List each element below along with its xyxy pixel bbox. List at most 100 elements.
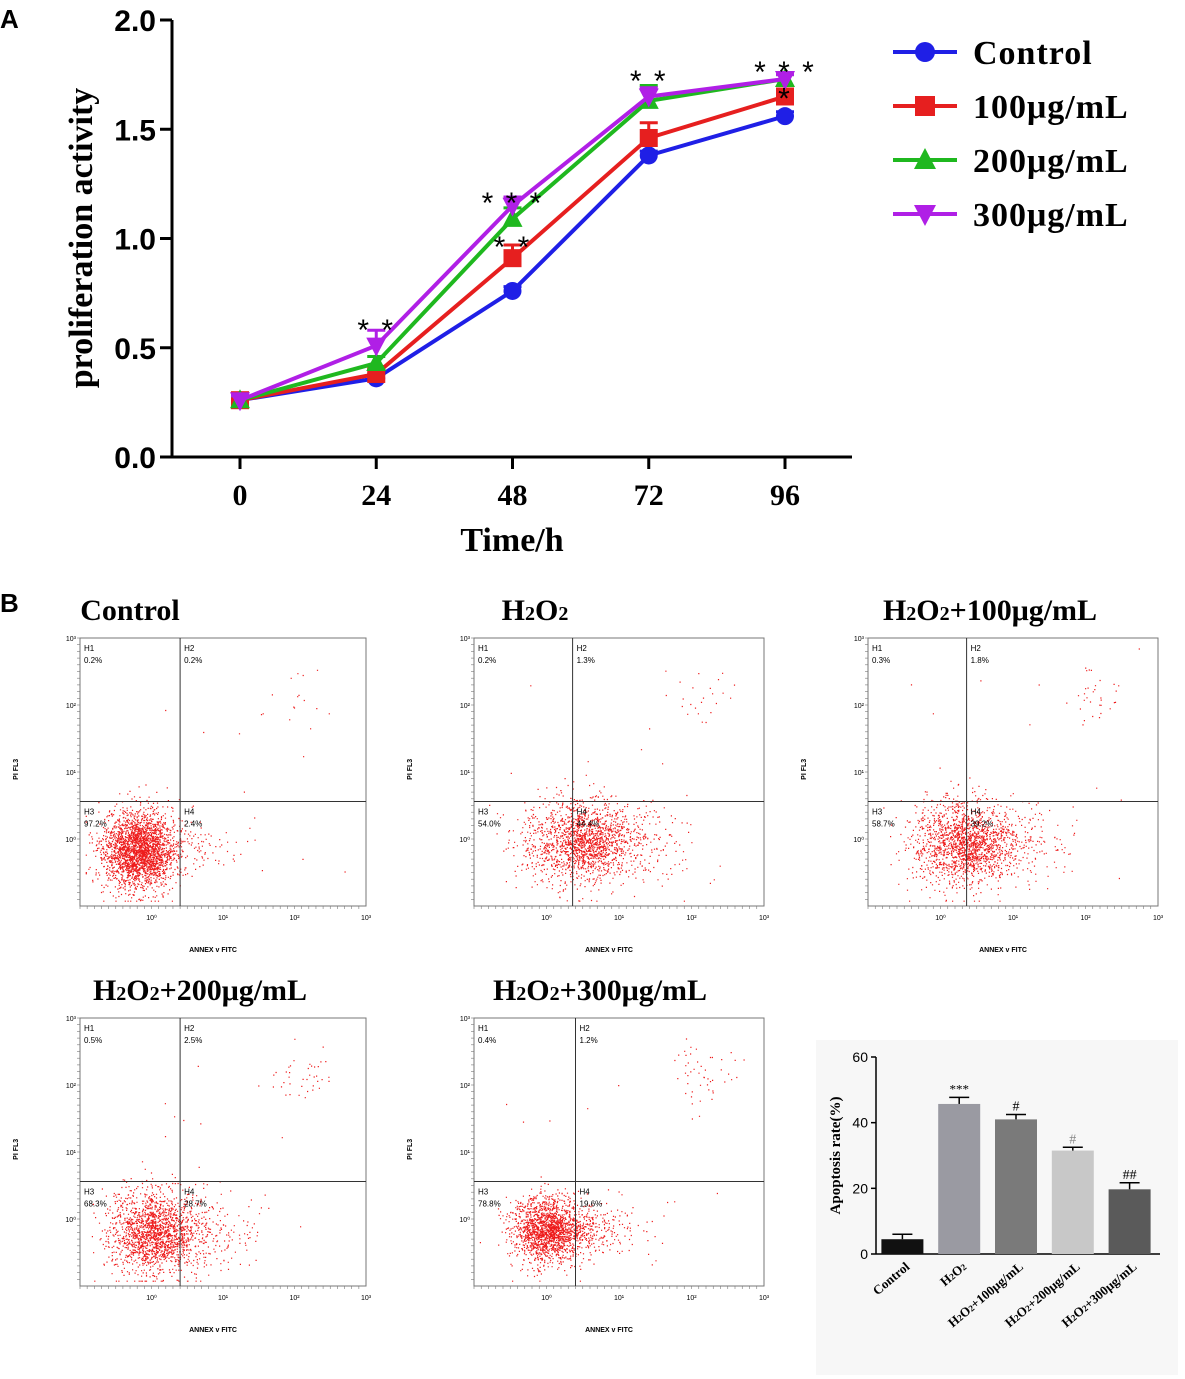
quadrant-h2-value: 1.2% [580, 1036, 598, 1045]
x-decade-label: 10⁰ [541, 914, 552, 922]
event-dots [479, 1038, 745, 1282]
y-tick-label: 0.0 [114, 442, 156, 475]
y-tick-label: 0 [860, 1246, 868, 1262]
y-decade-label: 10² [460, 703, 471, 710]
event-dots [85, 669, 346, 902]
y-decade-label: 10¹ [460, 1150, 471, 1157]
x-decade-label: 10² [289, 1295, 300, 1302]
x-decade-label: 10⁰ [935, 914, 946, 922]
x-decade-label: 10¹ [614, 1295, 625, 1302]
quadrant-h4-label: H4 [184, 807, 195, 816]
quadrant-h2-value: 2.5% [184, 1036, 202, 1045]
quadrant-h3-value: 68.3% [84, 1199, 107, 1208]
quadrant-h1-value: 0.4% [478, 1036, 496, 1045]
x-axis-label: ANNEX v FITC [189, 947, 237, 954]
flow-plot-title: Control [80, 594, 179, 627]
y-decade-label: 10⁰ [459, 836, 470, 844]
data-point [914, 148, 936, 169]
quadrant-h3-label: H3 [84, 807, 95, 816]
x-axis-title: Time/h [460, 522, 563, 559]
y-decade-label: 10³ [460, 636, 471, 643]
y-decade-label: 10³ [66, 636, 77, 643]
x-decade-label: 10³ [361, 1295, 372, 1302]
y-decade-label: 10³ [460, 1016, 471, 1023]
quadrant-h2-label: H2 [971, 644, 982, 653]
quadrant-h4-value: 19.6% [580, 1199, 603, 1208]
data-point [915, 96, 935, 116]
quadrant-h1-value: 0.5% [84, 1036, 102, 1045]
flow-plot-3: H2O2+200μg/mL 10³ 10² 10¹ 10⁰ 10⁰ 10¹ 10² 10³ ANN… [13, 974, 372, 1334]
quadrant-h1-value: 0.3% [872, 656, 890, 665]
x-decade-label: 10¹ [1008, 915, 1019, 922]
y-decade-label: 10² [460, 1083, 471, 1090]
event-dots [489, 670, 736, 902]
y-tick-label: 60 [852, 1049, 868, 1065]
quadrant-h1-label: H1 [872, 644, 883, 653]
y-decade-label: 10⁰ [853, 836, 864, 844]
quadrant-h1-label: H1 [478, 1024, 489, 1033]
quadrant-h3-label: H3 [84, 1187, 95, 1196]
x-decade-label: 10⁰ [541, 1294, 552, 1302]
x-decade-label: 10³ [759, 915, 770, 922]
y-decade-label: 10² [66, 1083, 77, 1090]
x-decade-label: 10² [686, 915, 697, 922]
quadrant-h1-value: 0.2% [84, 656, 102, 665]
data-point [775, 70, 795, 90]
data-point [639, 146, 658, 165]
y-tick-label: 2.0 [114, 5, 156, 38]
data-point [366, 337, 387, 357]
significance-mark: # [1013, 1099, 1020, 1114]
significance-mark: * * [494, 231, 532, 264]
panel-a-label: A [0, 4, 19, 34]
data-point [503, 249, 522, 268]
flow-plot-4: H2O2+300μg/mL 10³ 10² 10¹ 10⁰ 10⁰ 10¹ 10² 10³ ANN… [407, 974, 770, 1334]
y-tick-label: 20 [852, 1180, 868, 1196]
x-decade-label: 10⁰ [146, 914, 157, 922]
quadrant-h3-label: H3 [872, 807, 883, 816]
quadrant-h2-label: H2 [184, 644, 195, 653]
y-decade-label: 10¹ [854, 770, 865, 777]
data-point [776, 87, 794, 106]
plot-frame [867, 637, 1159, 907]
significance-mark: *** [949, 1081, 969, 1096]
y-axis-title: Apoptosis rate(%) [828, 1097, 844, 1215]
flow-plot-2: H2O2+100μg/mL 10³ 10² 10¹ 10⁰ 10⁰ 10¹ 10² 10³ ANN… [801, 594, 1164, 954]
x-decade-label: 10³ [1153, 915, 1164, 922]
y-decade-label: 10⁰ [65, 836, 76, 844]
y-decade-label: 10⁰ [459, 1216, 470, 1224]
x-decade-label: 10³ [361, 915, 372, 922]
y-axis-label: PI FL3 [407, 1139, 414, 1160]
x-decade-label: 10⁰ [146, 1294, 157, 1302]
x-tick-label: 72 [634, 479, 664, 512]
y-axis-title: proliferation activity [63, 88, 100, 389]
y-axis-label: PI FL3 [407, 759, 414, 780]
event-dots [91, 1038, 330, 1282]
bar [1051, 1150, 1094, 1254]
bar [1108, 1189, 1151, 1254]
y-decade-label: 10¹ [66, 1150, 77, 1157]
bar [881, 1239, 924, 1254]
quadrant-h3-value: 97.2% [84, 819, 107, 828]
quadrant-h2-label: H2 [184, 1024, 195, 1033]
event-dots [883, 648, 1140, 902]
panel-b-label: B [0, 588, 19, 618]
x-decade-label: 10² [289, 915, 300, 922]
x-decade-label: 10³ [759, 1295, 770, 1302]
y-decade-label: 10² [854, 703, 865, 710]
y-decade-label: 10¹ [460, 770, 471, 777]
quadrant-h2-label: H2 [580, 1024, 591, 1033]
quadrant-h4-label: H4 [577, 807, 588, 816]
quadrant-h1-value: 0.2% [478, 656, 496, 665]
significance-mark: * [778, 82, 792, 115]
legend-label: 200μg/mL [973, 143, 1129, 180]
y-decade-label: 10³ [854, 636, 865, 643]
quadrant-h2-label: H2 [577, 644, 588, 653]
significance-mark: * * [357, 314, 395, 347]
quadrant-h4-value: 39.2% [971, 819, 994, 828]
y-decade-label: 10² [66, 703, 77, 710]
data-point [366, 352, 387, 372]
y-axis-label: PI FL3 [13, 1139, 20, 1160]
plot-frame [473, 1017, 765, 1287]
data-point [639, 128, 658, 147]
